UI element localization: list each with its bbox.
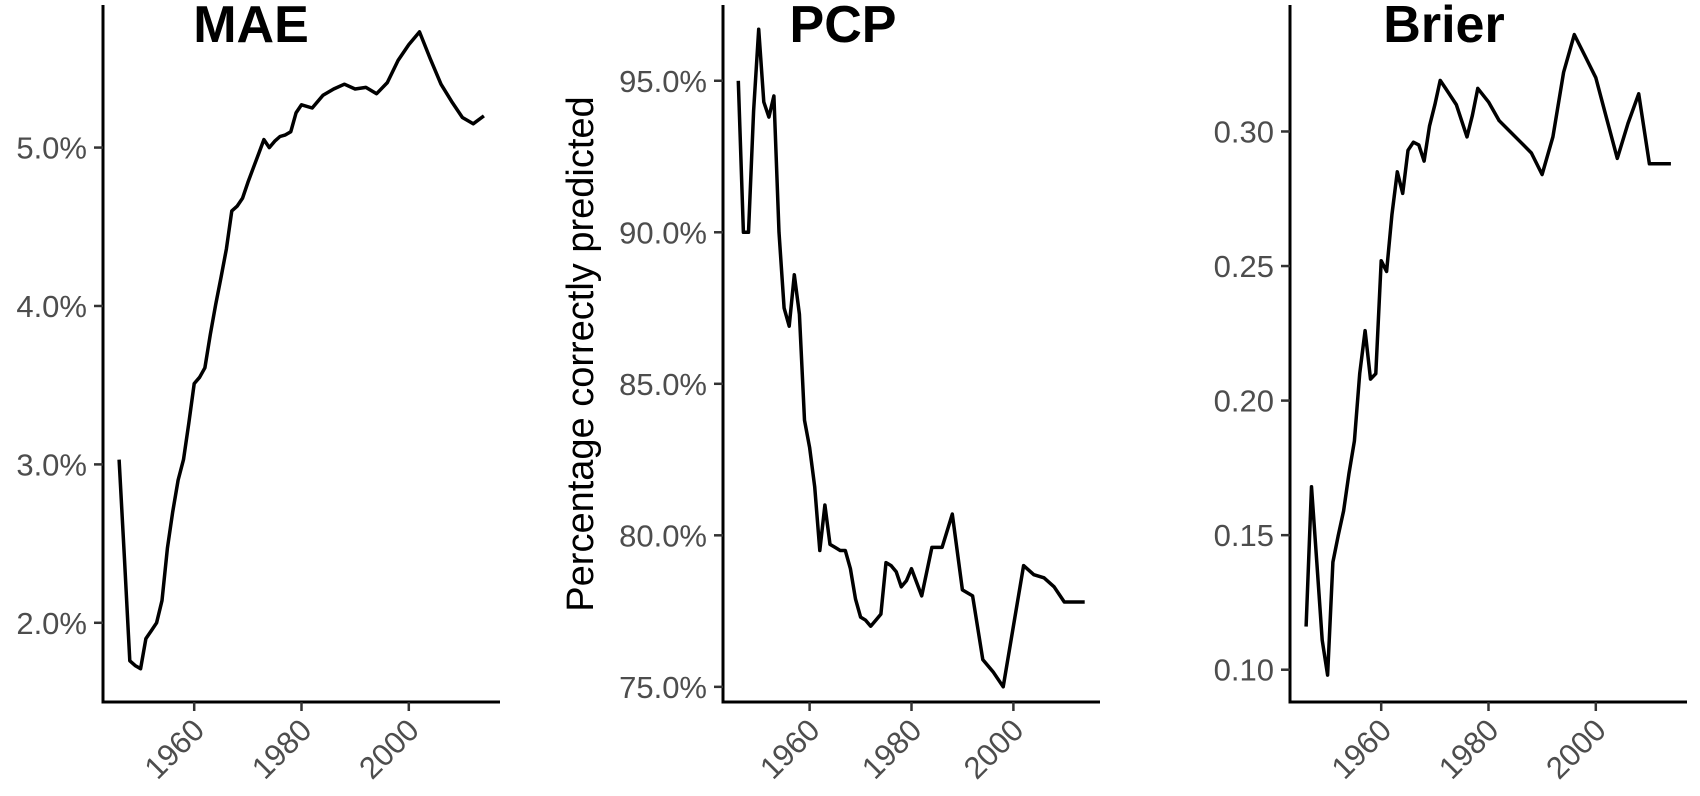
y-tick-label: 80.0% bbox=[619, 518, 707, 553]
series-line bbox=[1304, 32, 1671, 677]
x-tick-label: 1980 bbox=[855, 712, 929, 786]
y-tick-label: 0.25 bbox=[1214, 249, 1274, 284]
x-tick-label: 1960 bbox=[1325, 712, 1399, 786]
y-tick-label: 0.15 bbox=[1214, 518, 1274, 553]
y-axis-title: Percentage correctly predicted bbox=[560, 96, 602, 611]
y-tick-label: 0.20 bbox=[1214, 384, 1274, 419]
y-tick-label: 3.0% bbox=[16, 447, 87, 482]
y-tick-label: 2.0% bbox=[16, 606, 87, 641]
y-tick-label: 95.0% bbox=[619, 64, 707, 99]
y-tick-label: 4.0% bbox=[16, 289, 87, 324]
y-tick-label: 75.0% bbox=[619, 670, 707, 705]
x-tick-label: 1960 bbox=[138, 712, 212, 786]
panel-title: MAE bbox=[193, 0, 309, 54]
panel-brier: 0.10 0.15 0.20 0.25 0.30 1960 1980 2000 Brier bbox=[1214, 0, 1687, 786]
x-tick-label: 1980 bbox=[1432, 712, 1506, 786]
panel-mae: 2.0% 3.0% 4.0% 5.0% 1960 1980 2000 MAE bbox=[16, 0, 500, 786]
x-tick-label: 2000 bbox=[352, 712, 426, 786]
panel-title: PCP bbox=[790, 0, 897, 54]
panel-pcp: 75.0% 80.0% 85.0% 90.0% 95.0% 1960 1980 2000 PCP… bbox=[560, 0, 1100, 786]
x-tick-label: 2000 bbox=[957, 712, 1031, 786]
series-line bbox=[117, 30, 485, 671]
panel-title: Brier bbox=[1383, 0, 1504, 54]
x-tick-label: 1960 bbox=[753, 712, 827, 786]
x-tick-label: 1980 bbox=[245, 712, 319, 786]
y-tick-label: 90.0% bbox=[619, 215, 707, 250]
y-tick-label: 85.0% bbox=[619, 367, 707, 402]
y-tick-label: 5.0% bbox=[16, 131, 87, 166]
y-tick-label: 0.30 bbox=[1214, 114, 1274, 149]
y-tick-label: 0.10 bbox=[1214, 653, 1274, 688]
x-tick-label: 2000 bbox=[1539, 712, 1613, 786]
series-line bbox=[736, 27, 1085, 689]
